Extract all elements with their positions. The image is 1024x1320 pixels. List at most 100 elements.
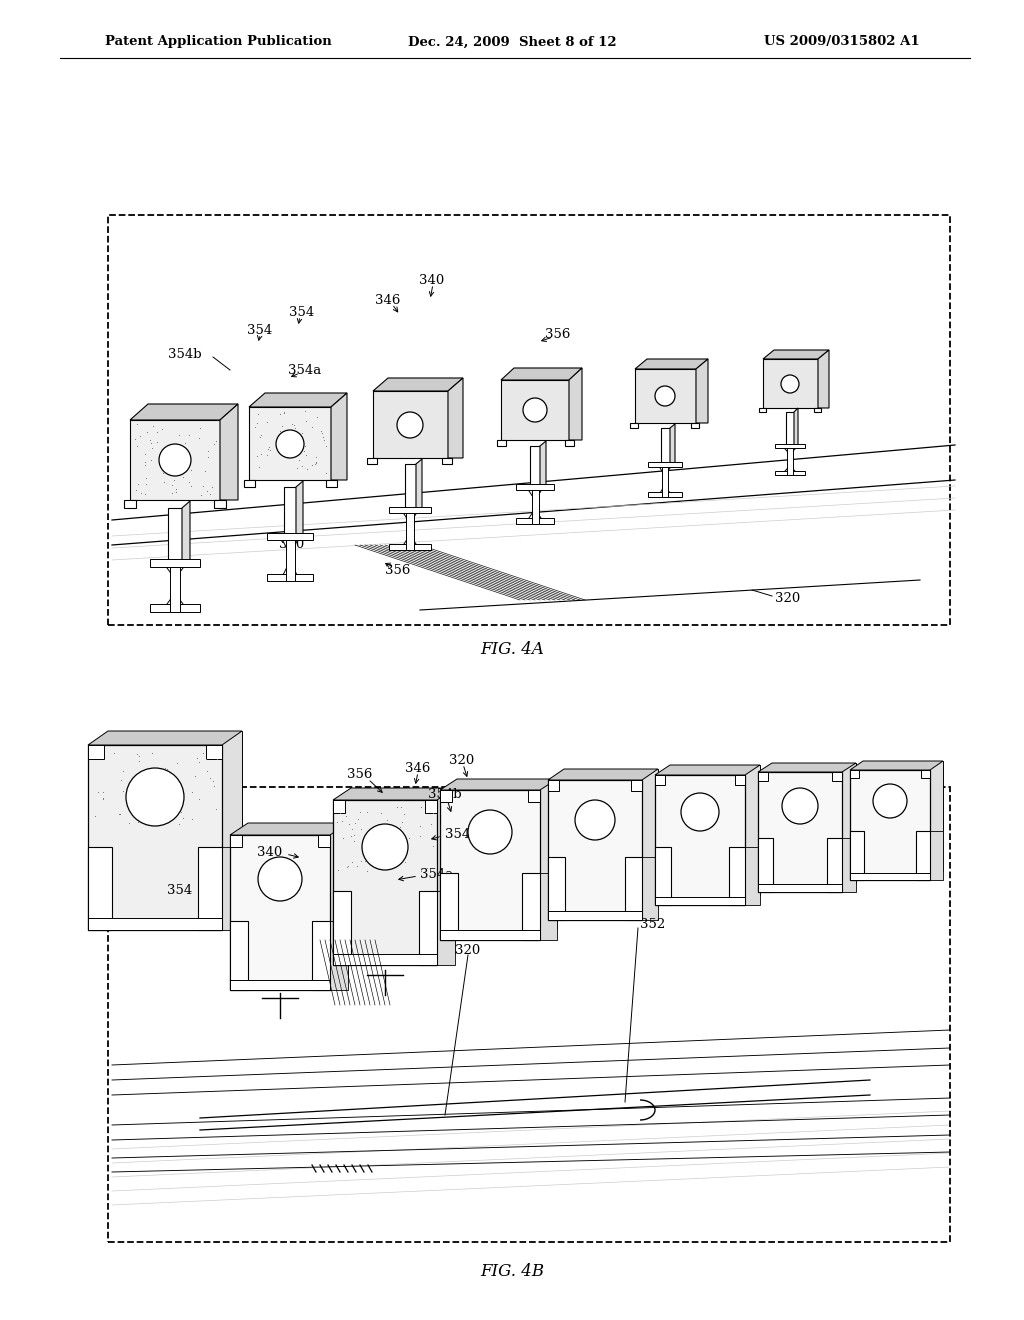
Polygon shape <box>758 772 842 892</box>
Point <box>155 418 171 440</box>
Circle shape <box>523 399 547 422</box>
Point <box>184 809 201 830</box>
Polygon shape <box>170 568 180 612</box>
Circle shape <box>681 793 719 832</box>
Point <box>346 824 362 845</box>
Polygon shape <box>88 731 242 744</box>
Polygon shape <box>230 836 242 847</box>
Polygon shape <box>548 780 642 920</box>
Point <box>121 813 137 834</box>
Polygon shape <box>548 780 559 791</box>
Point <box>282 436 298 457</box>
Point <box>195 743 211 764</box>
Polygon shape <box>442 458 452 465</box>
Polygon shape <box>786 412 794 446</box>
Polygon shape <box>655 766 760 775</box>
Point <box>253 444 269 465</box>
Text: 354: 354 <box>248 323 272 337</box>
Polygon shape <box>440 789 540 940</box>
Point <box>129 767 145 788</box>
Point <box>412 826 428 847</box>
Circle shape <box>276 430 304 458</box>
Point <box>344 851 360 873</box>
Text: 320: 320 <box>456 944 480 957</box>
Polygon shape <box>318 836 330 847</box>
Circle shape <box>159 444 191 477</box>
Text: 340: 340 <box>280 539 304 552</box>
Polygon shape <box>630 422 638 428</box>
Point <box>259 412 275 433</box>
Text: 354: 354 <box>445 829 470 842</box>
Point <box>329 812 345 833</box>
Polygon shape <box>419 891 437 965</box>
Point <box>136 454 153 475</box>
Text: Patent Application Publication: Patent Application Publication <box>105 36 332 49</box>
Polygon shape <box>670 766 760 895</box>
Point <box>425 803 441 824</box>
Point <box>200 480 216 502</box>
Polygon shape <box>406 513 414 550</box>
Point <box>206 775 222 796</box>
Polygon shape <box>569 368 582 440</box>
Point <box>251 457 267 478</box>
Point <box>94 787 111 808</box>
Text: 354: 354 <box>290 305 314 318</box>
Point <box>314 422 331 444</box>
Point <box>273 416 290 437</box>
Point <box>164 463 180 484</box>
Point <box>355 845 372 866</box>
Point <box>340 855 356 876</box>
Point <box>304 417 321 438</box>
Point <box>341 813 357 834</box>
Point <box>425 836 441 857</box>
Point <box>136 444 153 465</box>
Polygon shape <box>655 775 665 785</box>
Point <box>113 770 129 791</box>
Point <box>250 404 266 425</box>
Polygon shape <box>248 822 348 978</box>
Point <box>253 425 269 446</box>
Point <box>143 438 160 459</box>
Point <box>175 807 191 828</box>
Point <box>171 465 187 486</box>
Point <box>159 758 175 779</box>
Point <box>148 432 165 453</box>
Point <box>251 426 267 447</box>
Polygon shape <box>130 420 220 500</box>
Polygon shape <box>831 772 842 781</box>
Point <box>287 418 303 440</box>
Point <box>143 742 160 763</box>
Point <box>335 828 351 849</box>
Point <box>131 744 147 766</box>
Polygon shape <box>827 838 842 892</box>
Polygon shape <box>150 558 200 568</box>
Text: 340: 340 <box>420 273 444 286</box>
Point <box>372 846 388 867</box>
Point <box>294 422 310 444</box>
Point <box>397 851 414 873</box>
Point <box>87 805 103 826</box>
Polygon shape <box>437 891 455 965</box>
Point <box>339 857 355 878</box>
Point <box>279 434 295 455</box>
Point <box>130 750 146 771</box>
Point <box>374 803 390 824</box>
Circle shape <box>655 385 675 407</box>
Polygon shape <box>296 480 303 537</box>
Polygon shape <box>230 921 248 990</box>
Polygon shape <box>814 408 821 412</box>
Point <box>183 475 200 496</box>
Point <box>174 467 190 488</box>
Point <box>181 471 198 492</box>
Circle shape <box>781 375 799 393</box>
Polygon shape <box>758 838 773 892</box>
Text: 354: 354 <box>167 883 193 896</box>
Text: 354b: 354b <box>428 788 462 801</box>
Point <box>413 861 429 882</box>
Point <box>143 810 160 832</box>
Polygon shape <box>772 763 856 883</box>
Bar <box>108 215 950 624</box>
Point <box>199 760 215 781</box>
Polygon shape <box>249 407 331 480</box>
Polygon shape <box>642 857 658 920</box>
